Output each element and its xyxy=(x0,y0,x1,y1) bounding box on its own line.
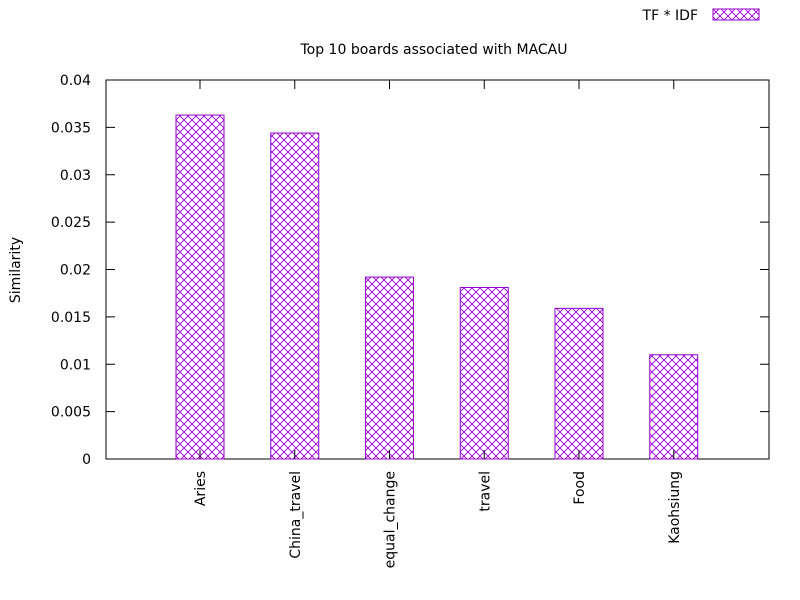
bars xyxy=(175,114,699,460)
bar-kaohsiung xyxy=(649,354,699,460)
y-tick-label: 0.025 xyxy=(51,215,91,231)
y-axis-ticks: 0 0.005 0.01 0.015 0.02 0.025 0.03 0.035 0.04 xyxy=(51,73,769,468)
bar-aries xyxy=(175,114,225,460)
chart-title: Top 10 boards associated with MACAU xyxy=(299,42,567,58)
y-tick-label: 0.035 xyxy=(51,120,91,136)
legend-swatch xyxy=(712,8,760,21)
x-tick-label: China_travel xyxy=(288,471,304,559)
y-tick-label: 0.015 xyxy=(51,310,91,326)
y-tick-label: 0.02 xyxy=(60,263,91,279)
x-tick-label: Food xyxy=(572,471,588,505)
legend-label: TF * IDF xyxy=(642,8,698,24)
y-tick-label: 0.005 xyxy=(51,405,91,421)
y-tick-label: 0 xyxy=(82,452,91,468)
y-tick-label: 0.01 xyxy=(60,357,91,373)
bar-travel xyxy=(459,287,509,460)
bar-china-travel xyxy=(270,132,320,460)
x-tick-label: travel xyxy=(477,471,493,512)
y-axis-label: Similarity xyxy=(8,237,24,303)
x-axis-ticks: Aries China_travel equal_change travel Food K… xyxy=(193,80,683,568)
bar-food xyxy=(554,307,604,460)
x-tick-label: Kaohsiung xyxy=(667,471,683,544)
x-tick-label: Aries xyxy=(193,471,209,506)
y-tick-label: 0.03 xyxy=(60,168,91,184)
bar-equal-change xyxy=(365,276,414,460)
x-tick-label: equal_change xyxy=(383,471,399,568)
y-tick-label: 0.04 xyxy=(60,73,91,89)
legend: TF * IDF xyxy=(642,8,760,24)
